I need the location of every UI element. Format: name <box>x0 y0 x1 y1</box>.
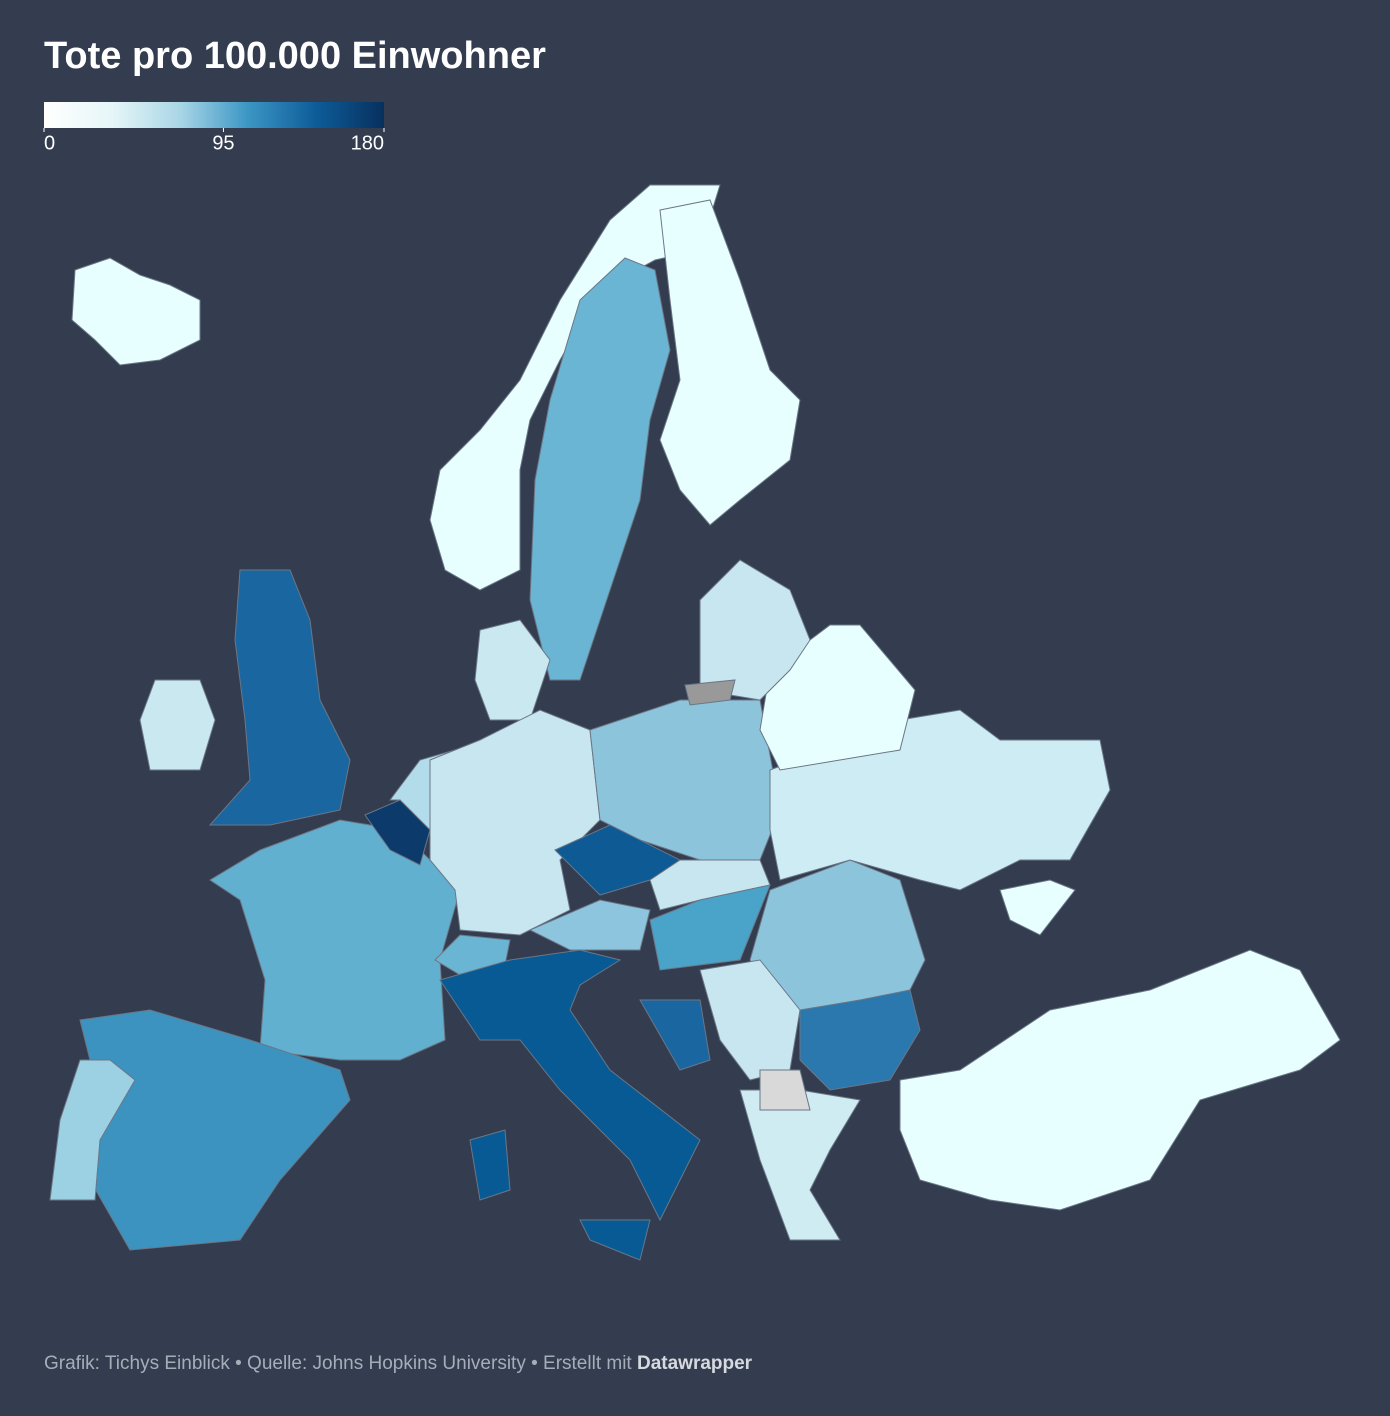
country <box>639 999 711 1071</box>
legend-tick-label: 95 <box>212 132 234 154</box>
country <box>649 884 771 971</box>
footer-text: Grafik: Tichys Einblick • Quelle: Johns … <box>44 1353 637 1374</box>
legend-gradient <box>44 102 384 128</box>
map <box>49 184 1341 1261</box>
legend-ticks: 0 95 180 <box>43 128 385 154</box>
title: Tote pro 100.000 Einwohner <box>44 35 546 77</box>
country <box>139 679 216 771</box>
country <box>364 799 431 866</box>
country <box>429 184 721 591</box>
footer-brand: Datawrapper <box>637 1353 753 1374</box>
legend-tick-label: 0 <box>44 132 55 154</box>
country <box>469 1129 511 1201</box>
country <box>439 949 701 1222</box>
country <box>49 1059 136 1201</box>
country <box>999 879 1076 936</box>
country <box>899 949 1341 1211</box>
country <box>209 819 461 1061</box>
country <box>208 569 351 826</box>
country <box>71 257 201 366</box>
country <box>529 257 671 681</box>
country <box>579 1219 651 1261</box>
country <box>528 899 651 951</box>
country <box>759 1069 811 1111</box>
footer: Grafik: Tichys Einblick • Quelle: Johns … <box>44 1353 753 1374</box>
legend-tick-label: 180 <box>351 132 384 154</box>
country <box>659 199 801 526</box>
country <box>799 989 921 1091</box>
country <box>739 1089 861 1241</box>
country <box>684 679 736 706</box>
country <box>429 709 601 936</box>
country <box>759 624 916 771</box>
